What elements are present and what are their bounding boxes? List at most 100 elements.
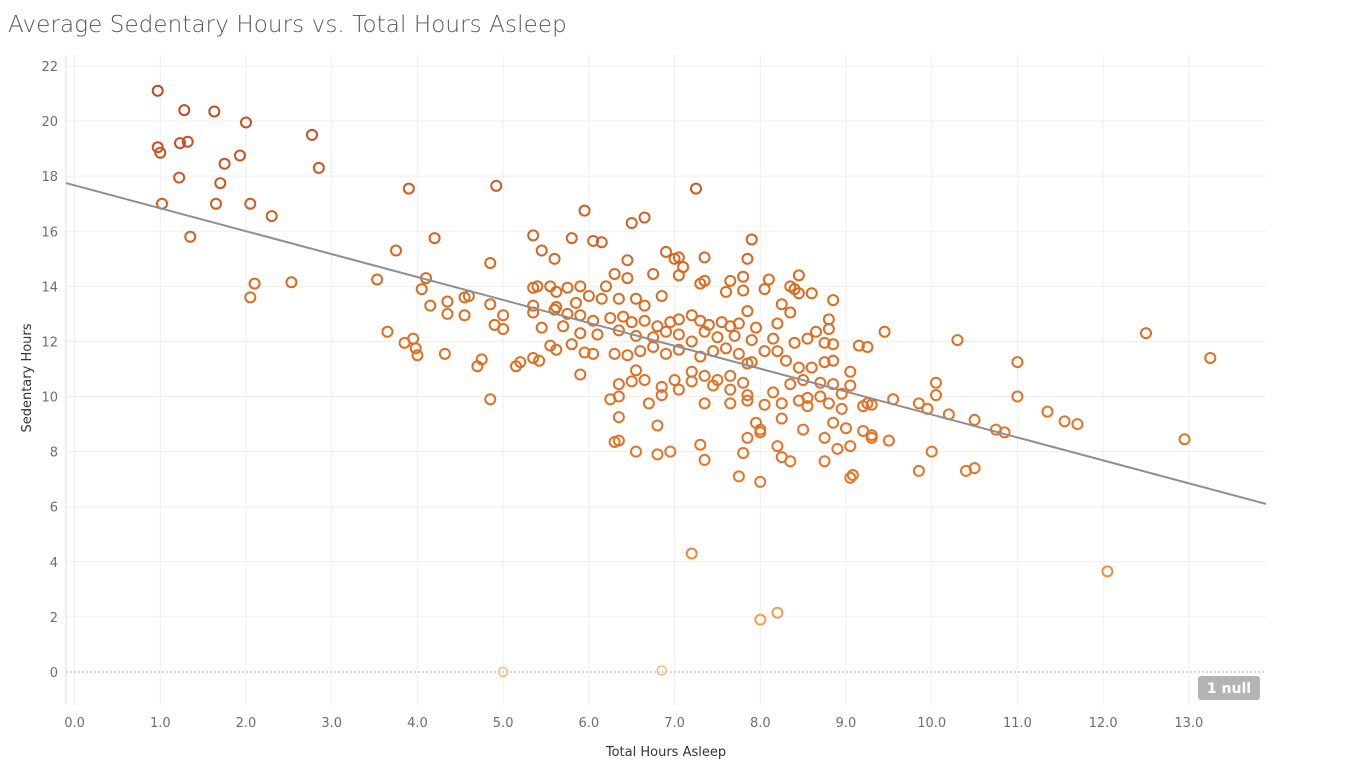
data-point[interactable] (698, 369, 711, 382)
data-point[interactable] (409, 342, 422, 355)
data-point[interactable] (767, 332, 780, 345)
data-point[interactable] (912, 464, 925, 477)
data-point[interactable] (792, 287, 805, 300)
data-point[interactable] (587, 314, 600, 327)
data-point[interactable] (651, 448, 664, 461)
data-point[interactable] (604, 312, 617, 325)
data-point[interactable] (497, 309, 510, 322)
data-point[interactable] (930, 376, 942, 389)
data-point[interactable] (737, 270, 750, 283)
data-point[interactable] (608, 347, 621, 360)
data-point[interactable] (732, 317, 745, 330)
data-point[interactable] (210, 197, 222, 210)
data-point[interactable] (822, 313, 835, 326)
data-point[interactable] (154, 146, 167, 159)
data-point[interactable] (707, 379, 720, 392)
data-point[interactable] (758, 345, 771, 358)
data-point[interactable] (827, 416, 840, 429)
data-point[interactable] (630, 445, 642, 458)
data-point[interactable] (578, 204, 591, 217)
data-point[interactable] (208, 105, 221, 118)
data-point[interactable] (1041, 405, 1054, 418)
data-point[interactable] (151, 141, 164, 154)
data-point[interactable] (642, 397, 655, 410)
data-point[interactable] (767, 386, 780, 399)
data-point[interactable] (548, 303, 561, 316)
data-point[interactable] (535, 244, 548, 257)
data-point[interactable] (741, 305, 754, 318)
data-point[interactable] (1071, 418, 1084, 431)
data-point[interactable] (533, 354, 546, 367)
data-point[interactable] (312, 161, 325, 174)
data-point[interactable] (570, 296, 582, 309)
data-point[interactable] (827, 294, 840, 307)
data-point[interactable] (438, 347, 451, 360)
data-point[interactable] (835, 402, 848, 415)
data-point[interactable] (591, 328, 604, 341)
data-point[interactable] (930, 389, 942, 402)
data-point[interactable] (178, 104, 191, 117)
data-point[interactable] (711, 331, 724, 344)
data-point[interactable] (244, 197, 257, 210)
data-point[interactable] (660, 245, 672, 258)
data-point[interactable] (497, 666, 509, 678)
data-point[interactable] (861, 340, 874, 353)
data-point[interactable] (574, 327, 587, 340)
data-point[interactable] (852, 339, 865, 352)
data-point[interactable] (771, 345, 784, 358)
data-point[interactable] (612, 378, 625, 391)
data-point[interactable] (865, 431, 878, 444)
data-point[interactable] (608, 267, 621, 280)
data-point[interactable] (741, 431, 754, 444)
trend-line[interactable] (65, 182, 1267, 505)
data-point[interactable] (574, 280, 587, 293)
null-badge[interactable]: 1 null (1198, 676, 1260, 700)
data-point[interactable] (411, 349, 424, 362)
data-point[interactable] (805, 361, 818, 374)
data-point[interactable] (407, 332, 420, 345)
data-point[interactable] (548, 252, 561, 265)
data-point[interactable] (775, 412, 788, 425)
data-point[interactable] (441, 295, 454, 308)
data-point[interactable] (1178, 433, 1191, 446)
data-point[interactable] (758, 283, 771, 296)
data-point[interactable] (741, 252, 754, 265)
data-point[interactable] (265, 210, 278, 223)
data-point[interactable] (846, 469, 859, 482)
data-point[interactable] (574, 368, 587, 381)
data-point[interactable] (174, 137, 186, 150)
data-point[interactable] (698, 397, 711, 410)
data-point[interactable] (951, 334, 964, 347)
data-point[interactable] (490, 179, 503, 192)
data-point[interactable] (625, 217, 638, 230)
data-point[interactable] (1011, 356, 1024, 369)
data-point[interactable] (390, 244, 402, 257)
data-point[interactable] (720, 342, 732, 355)
data-point[interactable] (732, 347, 745, 360)
data-point[interactable] (1204, 351, 1217, 364)
data-point[interactable] (587, 347, 600, 360)
data-point[interactable] (737, 376, 750, 389)
data-point[interactable] (612, 434, 625, 447)
data-point[interactable] (1011, 390, 1024, 403)
data-point[interactable] (685, 309, 698, 322)
data-point[interactable] (827, 338, 840, 351)
data-point[interactable] (685, 365, 698, 378)
data-point[interactable] (801, 332, 814, 345)
data-point[interactable] (771, 317, 784, 330)
data-point[interactable] (1101, 565, 1114, 578)
data-point[interactable] (754, 426, 767, 439)
data-point[interactable] (587, 234, 600, 247)
data-point[interactable] (724, 397, 737, 410)
data-point[interactable] (724, 274, 737, 287)
data-point[interactable] (402, 182, 415, 195)
data-point[interactable] (797, 374, 810, 386)
data-point[interactable] (844, 440, 857, 453)
data-point[interactable] (698, 251, 711, 264)
data-point[interactable] (181, 135, 194, 148)
data-point[interactable] (750, 321, 762, 334)
data-point[interactable] (306, 128, 318, 141)
data-point[interactable] (595, 236, 608, 249)
data-point[interactable] (818, 455, 831, 468)
data-point[interactable] (638, 211, 651, 224)
